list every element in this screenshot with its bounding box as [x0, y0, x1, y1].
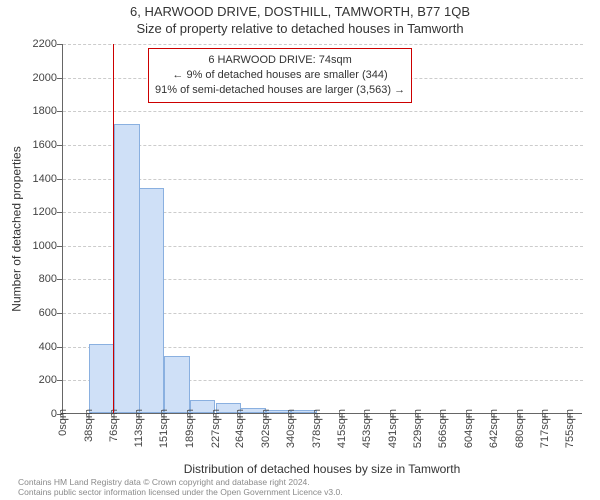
x-tick-label: 680sqm — [514, 409, 526, 448]
histogram-bar — [139, 188, 165, 413]
x-tick-label: 113sqm — [133, 409, 145, 447]
credits-line1: Contains HM Land Registry data © Crown c… — [18, 477, 343, 488]
y-tick-mark — [57, 179, 63, 180]
x-tick-label: 189sqm — [184, 409, 196, 448]
y-tick-mark — [57, 347, 63, 348]
y-tick-label: 1800 — [21, 105, 57, 117]
y-tick-mark — [57, 78, 63, 79]
y-tick-label: 800 — [21, 273, 57, 285]
y-tick-mark — [57, 111, 63, 112]
y-tick-mark — [57, 212, 63, 213]
y-tick-mark — [57, 145, 63, 146]
y-tick-mark — [57, 313, 63, 314]
x-tick-label: 453sqm — [361, 409, 373, 448]
y-tick-label: 2000 — [21, 72, 57, 84]
grid-line — [63, 179, 583, 180]
annotation-line2: ← 9% of detached houses are smaller (344… — [155, 68, 405, 83]
histogram-bar — [114, 124, 140, 413]
x-tick-label: 566sqm — [437, 409, 449, 448]
y-axis-label: Number of detached properties — [10, 44, 24, 414]
chart-container: 6, HARWOOD DRIVE, DOSTHILL, TAMWORTH, B7… — [0, 0, 600, 500]
x-tick-label: 717sqm — [539, 409, 551, 448]
x-tick-label: 491sqm — [387, 409, 399, 448]
x-tick-label: 378sqm — [311, 409, 323, 448]
marker-line — [113, 44, 114, 413]
title-main: 6, HARWOOD DRIVE, DOSTHILL, TAMWORTH, B7… — [0, 4, 600, 19]
y-tick-mark — [57, 44, 63, 45]
x-tick-label: 642sqm — [488, 409, 500, 448]
grid-line — [63, 111, 583, 112]
annotation-line1: 6 HARWOOD DRIVE: 74sqm — [155, 53, 405, 68]
x-tick-label: 604sqm — [463, 409, 475, 448]
x-tick-label: 340sqm — [285, 409, 297, 448]
x-tick-label: 76sqm — [108, 409, 120, 442]
x-tick-label: 151sqm — [158, 409, 170, 448]
y-tick-label: 400 — [21, 341, 57, 353]
x-tick-label: 227sqm — [210, 409, 222, 448]
credits-line2: Contains public sector information licen… — [18, 487, 343, 498]
grid-line — [63, 145, 583, 146]
x-tick-label: 38sqm — [83, 409, 95, 442]
y-tick-label: 2200 — [21, 38, 57, 50]
title-sub: Size of property relative to detached ho… — [0, 21, 600, 36]
y-tick-mark — [57, 246, 63, 247]
y-tick-label: 600 — [21, 307, 57, 319]
credits: Contains HM Land Registry data © Crown c… — [18, 477, 343, 498]
histogram-bar — [89, 344, 115, 413]
y-tick-label: 0 — [21, 408, 57, 420]
y-tick-mark — [57, 279, 63, 280]
y-tick-mark — [57, 380, 63, 381]
x-tick-label: 755sqm — [564, 409, 576, 448]
x-tick-label: 415sqm — [336, 409, 348, 448]
y-tick-label: 1400 — [21, 173, 57, 185]
x-tick-label: 264sqm — [234, 409, 246, 448]
histogram-bar — [164, 356, 190, 413]
x-tick-label: 529sqm — [412, 409, 424, 448]
annotation-box: 6 HARWOOD DRIVE: 74sqm ← 9% of detached … — [148, 48, 412, 103]
x-tick-label: 302sqm — [260, 409, 272, 448]
grid-line — [63, 44, 583, 45]
x-tick-label: 0sqm — [57, 409, 69, 436]
y-tick-label: 1600 — [21, 139, 57, 151]
annotation-line3: 91% of semi-detached houses are larger (… — [155, 83, 405, 98]
y-axis-label-text: Number of detached properties — [10, 146, 24, 311]
x-axis-label: Distribution of detached houses by size … — [62, 462, 582, 476]
y-tick-label: 1200 — [21, 206, 57, 218]
y-tick-label: 1000 — [21, 240, 57, 252]
y-tick-label: 200 — [21, 374, 57, 386]
plot-area: 0200400600800100012001400160018002000220… — [62, 44, 582, 414]
